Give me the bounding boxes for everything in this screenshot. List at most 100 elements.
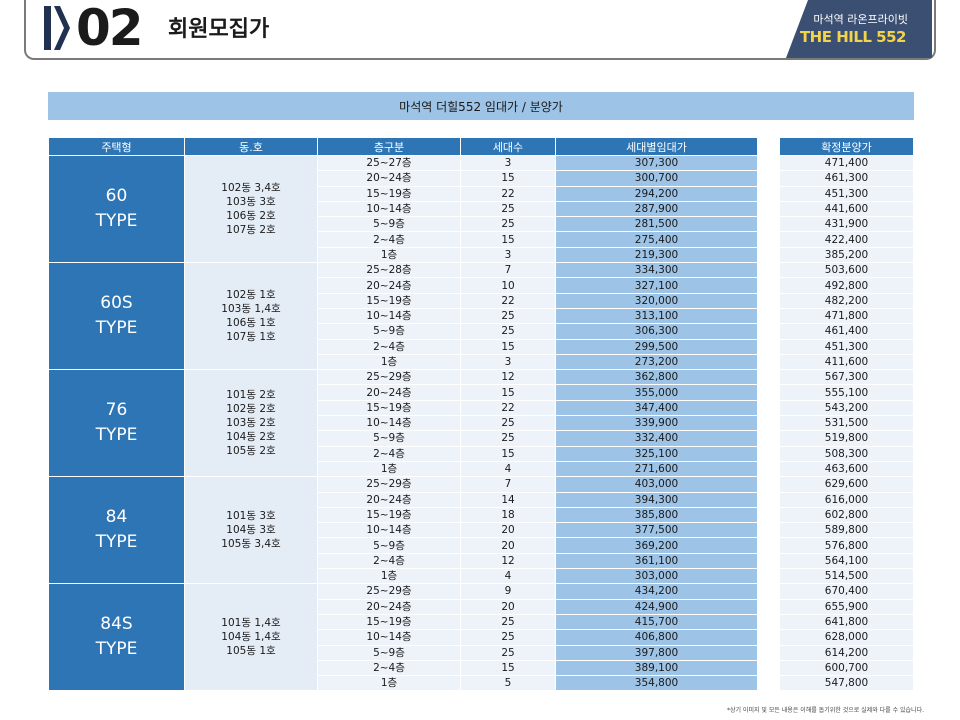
count-cell: 25 [460,307,556,325]
sale-cell: 431,900 [779,216,914,233]
brand-logo: 마석역 라온프라이빗 THE HILL 552 [786,0,932,58]
table-row: 2~4층 12 361,100 [49,552,758,570]
sale-cell: 461,400 [779,323,914,340]
sale-cell: 547,800 [779,675,914,692]
header-frame [24,0,936,60]
rent-cell: 354,800 [555,675,758,692]
section-title: 회원모집가 [168,17,270,42]
header-units: 동.호 [184,137,318,156]
rent-cell: 389,100 [555,659,758,677]
rent-cell: 299,500 [555,338,758,355]
table-row: 10~14층 25 313,100 [49,307,758,325]
floor-cell: 20~24층 [317,598,461,615]
table-row: 461,300 [779,170,914,187]
rent-cell: 273,200 [555,353,758,371]
header-floor: 층구분 [317,137,461,156]
table-row: 385,200 [779,246,914,264]
count-cell: 25 [460,323,556,340]
unit-label: 107동 2호 [226,224,276,237]
sale-cell: 508,300 [779,445,914,462]
type-cell: 76 TYPE [48,369,185,478]
floor-cell: 10~14층 [317,522,461,539]
count-cell: 4 [460,460,556,478]
sale-cell: 655,900 [779,598,914,615]
table-row: 461,400 [779,323,914,340]
unit-label: 106동 1호 [226,317,276,330]
units-cell: 101동 3호 104동 3호 105동 3,4호 [184,476,318,585]
count-cell: 25 [460,430,556,447]
floor-cell: 2~4층 [317,445,461,462]
sale-cell: 461,300 [779,170,914,187]
rent-cell: 287,900 [555,200,758,218]
count-cell: 15 [460,338,556,355]
type-name: 60 [105,186,128,207]
sale-cell: 471,800 [779,307,914,325]
table-row: 60 TYPE 102동 3,4호 103동 3호 106동 2호 107동 2호 25~2… [48,154,758,264]
table-row: 628,000 [779,629,914,646]
rent-cell: 369,200 [555,537,758,554]
table-row: 441,600 [779,200,914,218]
sale-cell: 514,500 [779,568,914,585]
count-cell: 15 [460,659,556,677]
table-row: 471,400 [779,154,914,172]
rent-cell: 339,900 [555,415,758,432]
table-row: 15~19층 22 347,400 [49,399,758,417]
count-cell: 25 [460,216,556,233]
sale-cell: 519,800 [779,430,914,447]
table-row: 1층 4 271,600 [49,460,758,478]
sale-cell: 463,600 [779,460,914,478]
count-cell: 15 [460,231,556,248]
sale-cell: 670,400 [779,583,914,600]
rent-cell: 403,000 [555,476,758,493]
type-label: TYPE [95,318,138,339]
header-sale: 확정분양가 [779,137,914,156]
floor-cell: 2~4층 [317,659,461,677]
count-cell: 25 [460,613,556,631]
floor-cell: 5~9층 [317,644,461,661]
table-row: 508,300 [779,445,914,462]
table-row: 492,800 [779,277,914,294]
count-cell: 3 [460,353,556,371]
type-label: TYPE [95,425,138,446]
sale-table: 확정분양가 471,400 461,300 451,300 441,600 431,90… [779,137,914,692]
count-cell: 12 [460,369,556,386]
rent-cell: 281,500 [555,216,758,233]
sale-cell: 576,800 [779,537,914,554]
table-row: 1층 5 354,800 [49,675,758,692]
floor-cell: 10~14층 [317,629,461,646]
unit-label: 104동 2호 [226,431,276,444]
table-row: 5~9층 25 281,500 [49,216,758,233]
rent-cell: 394,300 [555,491,758,508]
rent-table: 주택형 동.호 층구분 세대수 세대별임대가 60 TYPE 102동 3,4호 10… [48,137,758,692]
count-cell: 25 [460,644,556,661]
floor-cell: 1층 [317,246,461,264]
units-cell: 102동 1호 103동 1,4호 106동 1호 107동 1호 [184,262,318,371]
count-cell: 22 [460,292,556,309]
table-row: 431,900 [779,216,914,233]
table-row: 451,300 [779,185,914,202]
count-cell: 22 [460,399,556,417]
sale-cell: 555,100 [779,384,914,401]
count-cell: 25 [460,629,556,646]
sale-cell: 628,000 [779,629,914,646]
rent-cell: 355,000 [555,384,758,401]
sale-cell: 422,400 [779,231,914,248]
rent-cell: 415,700 [555,613,758,631]
sale-cell: 543,200 [779,399,914,417]
table-row: 20~24층 15 300,700 [49,170,758,187]
floor-cell: 25~29층 [317,369,461,386]
rent-cell: 434,200 [555,583,758,600]
rent-cell: 397,800 [555,644,758,661]
rent-cell: 320,000 [555,292,758,309]
unit-label: 103동 2호 [226,417,276,430]
header-accent-bar [44,6,51,50]
table-row: 20~24층 10 327,100 [49,277,758,294]
sale-cell: 564,100 [779,552,914,570]
count-cell: 20 [460,598,556,615]
header-rent: 세대별임대가 [555,137,758,156]
unit-label: 103동 1,4호 [221,303,281,316]
floor-cell: 10~14층 [317,200,461,218]
floor-cell: 25~28층 [317,262,461,279]
floor-cell: 15~19층 [317,292,461,309]
unit-label: 102동 1호 [226,289,276,302]
